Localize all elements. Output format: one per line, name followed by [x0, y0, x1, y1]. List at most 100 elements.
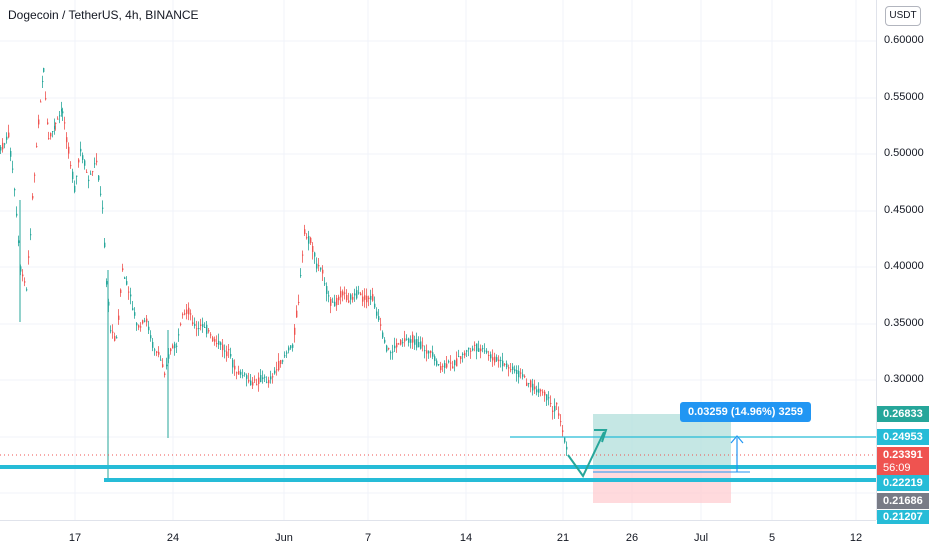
candle-body: [314, 252, 316, 257]
candle-body: [532, 383, 534, 391]
candle-body: [306, 237, 308, 239]
candle-body: [562, 430, 564, 433]
candle-body: [280, 360, 282, 364]
measure-label: 0.03259 (14.96%) 3259: [680, 402, 811, 422]
candle-body: [130, 294, 132, 297]
candle-body: [196, 328, 198, 330]
candle-body: [496, 357, 498, 361]
candle-body: [302, 254, 304, 256]
profit-zone[interactable]: [593, 414, 731, 468]
candle-body: [72, 171, 74, 180]
candle-body: [88, 179, 90, 182]
candle-body: [42, 81, 44, 83]
time-tick: 7: [364, 532, 372, 544]
candle-body: [114, 336, 116, 341]
candle-body: [292, 344, 294, 348]
candle-body: [458, 356, 460, 358]
candle-body: [468, 347, 470, 350]
candle-body: [318, 265, 320, 267]
candle-body: [204, 326, 206, 328]
stop-price-label: 0.21686: [877, 493, 929, 509]
candle-body: [488, 354, 490, 356]
candle-body: [262, 377, 264, 380]
candle-body: [244, 373, 246, 375]
candle-body: [504, 363, 506, 365]
candle-body: [250, 380, 252, 386]
candle-body: [94, 163, 96, 165]
candle-body: [260, 375, 262, 383]
candle-body: [45, 98, 47, 100]
loss-zone[interactable]: [593, 468, 731, 503]
candle-body: [450, 362, 452, 364]
candle-body: [192, 322, 194, 325]
chart-area[interactable]: Dogecoin / TetherUS, 4h, BINANCE 0.03259…: [0, 0, 876, 520]
candle-body: [54, 125, 56, 129]
projection-arrow-icon[interactable]: [567, 431, 605, 478]
price-tick: 0.30000: [884, 373, 924, 385]
candle-body: [372, 294, 374, 301]
candle-body: [80, 148, 82, 152]
candle-body: [112, 331, 114, 333]
candle-body: [408, 338, 410, 343]
candle-body: [242, 375, 244, 377]
candle-body: [150, 335, 152, 339]
candlestick-chart[interactable]: [0, 0, 876, 520]
candle-body: [376, 311, 378, 316]
candle-body: [214, 339, 216, 342]
candle-body: [348, 300, 350, 303]
candle-body: [266, 381, 268, 383]
candle-body: [68, 146, 70, 154]
candle-body: [320, 267, 322, 270]
time-tick: 24: [166, 532, 180, 544]
candle-body: [396, 343, 398, 348]
candle-body: [12, 168, 14, 170]
candle-body: [410, 339, 412, 343]
candle-body: [384, 339, 386, 343]
candle-body: [124, 277, 126, 279]
candle-body: [538, 388, 540, 393]
grid: [0, 0, 876, 520]
time-tick: 17: [68, 532, 82, 544]
support-a-price-label: 0.22219: [877, 475, 929, 491]
candle-body: [466, 350, 468, 352]
candle-body: [400, 340, 402, 345]
candle-body: [102, 207, 104, 209]
candle-body: [110, 330, 112, 332]
candle-body: [432, 352, 434, 357]
candle-body: [288, 347, 290, 351]
candle-body: [472, 348, 474, 351]
candle-body: [500, 360, 502, 362]
candle-body: [448, 361, 450, 363]
candle-body: [188, 307, 190, 315]
candle-body: [324, 283, 326, 285]
candle-body: [47, 122, 49, 125]
candle-body: [526, 382, 528, 386]
candle-body: [202, 324, 204, 327]
candle-body: [18, 240, 20, 244]
candle-body: [420, 341, 422, 349]
candle-body: [382, 332, 384, 338]
candle-body: [254, 379, 256, 381]
candle-body: [160, 359, 162, 361]
candle-body: [340, 291, 342, 298]
candle-body: [2, 142, 4, 150]
candle-body: [444, 363, 446, 368]
time-scale[interactable]: [0, 520, 876, 551]
candle-body: [220, 342, 222, 345]
candle-body: [172, 345, 174, 349]
candle-body: [276, 369, 278, 371]
currency-button[interactable]: USDT: [885, 6, 921, 26]
candle-body: [50, 133, 52, 137]
candle-body: [92, 171, 94, 173]
candle-body: [64, 122, 66, 124]
candle-body: [104, 242, 106, 248]
time-tick: 26: [625, 532, 639, 544]
candle-body: [440, 366, 442, 371]
price-tick: 0.60000: [884, 34, 924, 46]
candle-body: [554, 405, 556, 412]
candle-body: [528, 383, 530, 385]
candle-body: [454, 360, 456, 366]
candle-body: [310, 237, 312, 243]
candle-body: [236, 372, 238, 374]
candle-body: [354, 293, 356, 296]
